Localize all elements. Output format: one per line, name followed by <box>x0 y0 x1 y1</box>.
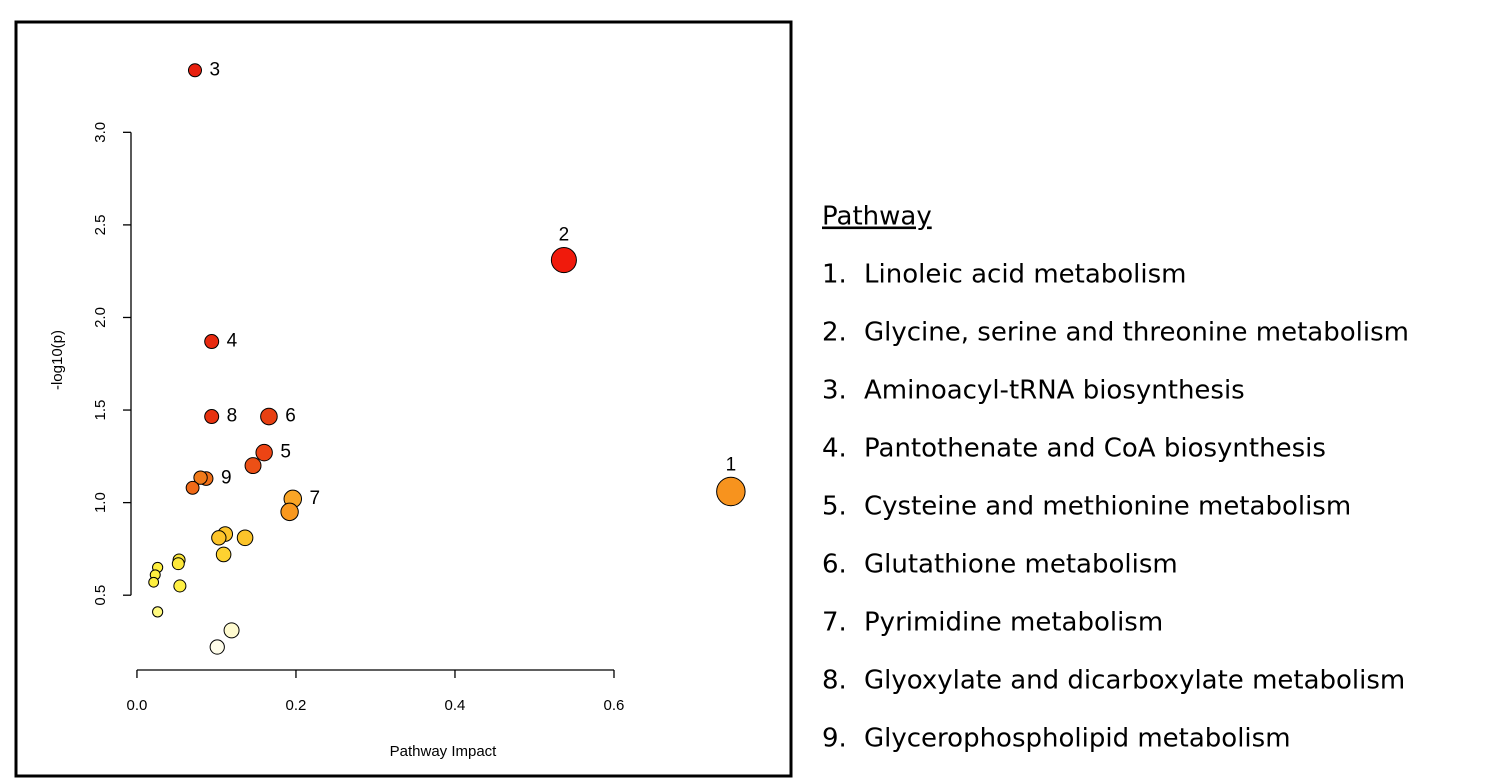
x-tick-label: 0.2 <box>286 697 307 714</box>
legend-number: 5. <box>822 492 847 522</box>
legend-item: Aminoacyl-tRNA biosynthesis <box>864 376 1245 406</box>
frame <box>14 20 793 778</box>
point <box>260 407 278 426</box>
legend-item: Cysteine and methionine metabolism <box>864 492 1351 522</box>
legend-number: 3. <box>822 376 847 406</box>
y-tick-label: 0.5 <box>92 585 109 606</box>
point <box>211 530 227 546</box>
x-tick-label: 0.0 <box>127 697 148 714</box>
point <box>171 557 185 571</box>
legend-number: 8. <box>822 666 847 696</box>
point <box>550 247 577 274</box>
point-label: 5 <box>280 442 291 463</box>
legend-number: 1. <box>822 260 847 290</box>
x-tick-label: 0.4 <box>445 697 466 714</box>
legend-item: Pyrimidine metabolism <box>864 608 1163 638</box>
legend-item: Linoleic acid metabolism <box>864 260 1187 290</box>
y-tick-label: 1.5 <box>92 400 109 421</box>
point <box>204 334 220 350</box>
legend-item: Pantothenate and CoA biosynthesis <box>864 434 1326 464</box>
point <box>716 476 746 507</box>
legend-number: 7. <box>822 608 847 638</box>
point <box>173 579 187 593</box>
point-label: 8 <box>227 406 238 427</box>
point <box>187 63 203 78</box>
point-label: 7 <box>310 488 321 509</box>
legend-number: 6. <box>822 550 847 580</box>
point <box>236 529 254 547</box>
legend-item: Glycerophospholipid metabolism <box>864 724 1291 754</box>
point-label: 4 <box>227 331 238 352</box>
point-label: 3 <box>210 59 221 80</box>
legend-number: 9. <box>822 724 847 754</box>
point <box>280 502 299 522</box>
point <box>152 606 164 618</box>
point <box>204 409 220 425</box>
y-axis-label: -log10(p) <box>49 330 66 390</box>
y-tick-label: 2.0 <box>92 307 109 328</box>
point <box>185 480 200 495</box>
legend-title: Pathway <box>822 202 932 232</box>
point <box>223 622 240 639</box>
y-tick-label: 2.5 <box>92 214 109 235</box>
point <box>244 457 262 475</box>
point-label: 2 <box>559 225 570 246</box>
legend-number: 4. <box>822 434 847 464</box>
point <box>255 443 273 462</box>
legend-item: Glutathione metabolism <box>864 550 1178 580</box>
y-tick-label: 1.0 <box>92 492 109 513</box>
x-tick-label: 0.6 <box>604 697 625 714</box>
legend-item: Glycine, serine and threonine metabolism <box>864 318 1409 348</box>
point <box>209 639 225 655</box>
legend-item: Glyoxylate and dicarboxylate metabolism <box>864 666 1405 696</box>
point <box>215 546 232 563</box>
y-tick-label: 3.0 <box>92 122 109 143</box>
point-label: 1 <box>726 454 737 475</box>
x-axis-label: Pathway Impact <box>390 743 498 760</box>
point <box>193 470 208 485</box>
legend-number: 2. <box>822 318 847 348</box>
point-label: 9 <box>221 468 232 489</box>
point-label: 6 <box>285 406 296 427</box>
point <box>148 576 160 588</box>
